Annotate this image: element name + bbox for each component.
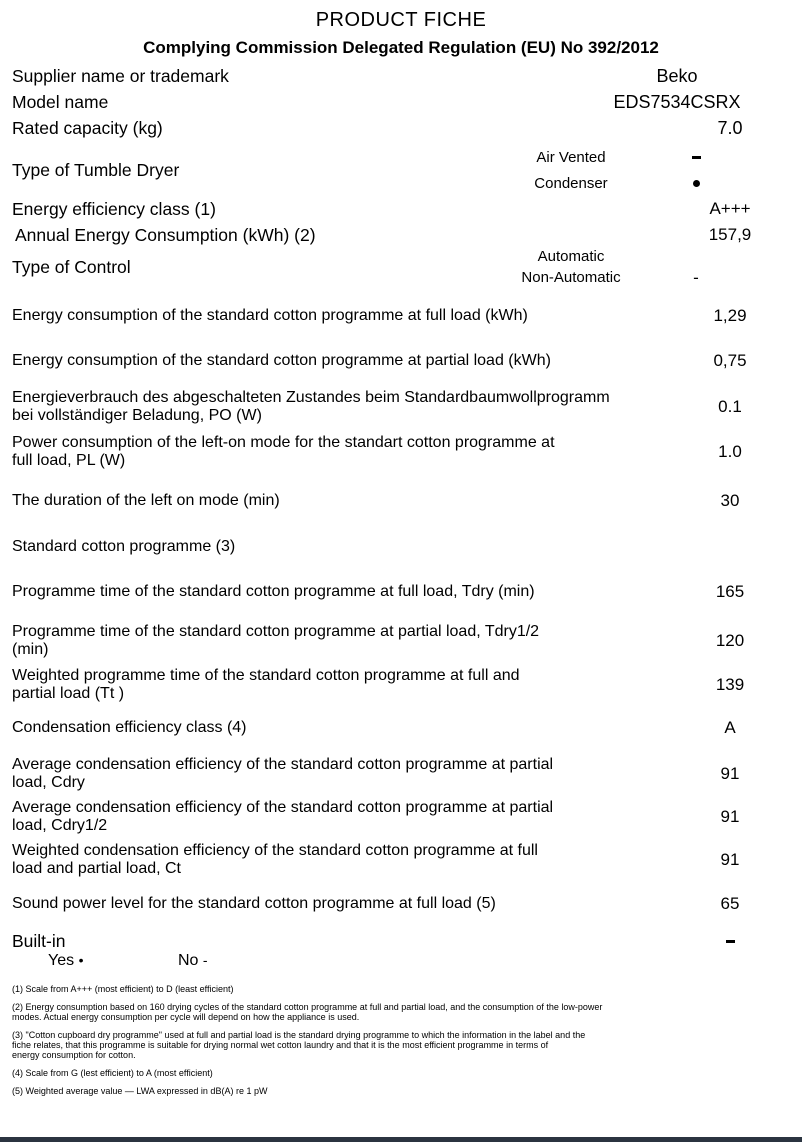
fiche-row-dryer-type: Type of Tumble Dryer Air Vented Condense…	[0, 144, 802, 196]
option-value: -	[693, 267, 699, 287]
dash-icon	[725, 940, 735, 944]
row-label: Type of Tumble Dryer	[12, 159, 180, 180]
option-label: Automatic	[537, 248, 605, 265]
fiche-row-model: Model name EDS7534CSRX	[0, 89, 802, 115]
product-fiche-page: PRODUCT FICHE Complying Commission Deleg…	[0, 9, 802, 1145]
control-non-automatic: Non-Automatic -	[476, 267, 802, 288]
row-label: Model name	[12, 92, 109, 112]
row-value: 157,9	[708, 225, 752, 244]
row-value: A+++	[709, 199, 751, 218]
fiche-row-supplier: Supplier name or trademark Beko	[0, 63, 802, 89]
row-value: 91	[720, 850, 740, 869]
footnote-2: (2) Energy consumption based on 160 dryi…	[12, 1002, 603, 1022]
option-label: Non-Automatic	[521, 269, 621, 286]
fiche-row-capacity: Rated capacity (kg) 7.0	[0, 115, 802, 141]
page-subtitle: Complying Commission Delegated Regulatio…	[143, 38, 659, 57]
row-label: Rated capacity (kg)	[12, 118, 163, 138]
fiche-row-energy-class: Energy efficiency class (1) A+++	[0, 196, 802, 222]
row-label: Energy efficiency class (1)	[12, 199, 216, 219]
fiche-row-annual-energy: Annual Energy Consumption (kWh) (2) 157,…	[0, 222, 802, 248]
row-label: Power consumption of the left-on mode fo…	[12, 434, 555, 469]
row-value: 1.0	[718, 442, 742, 461]
row-label: Energy consumption of the standard cotto…	[12, 352, 551, 369]
row-value: A	[724, 718, 736, 737]
row-value: 7.0	[717, 117, 743, 138]
row-label: Programme time of the standard cotton pr…	[12, 623, 540, 658]
row-value: 0,75	[713, 351, 747, 370]
bullet-icon	[692, 180, 700, 188]
fiche-row-cdry: Average condensation efficiency of the s…	[0, 754, 802, 794]
row-label: Standard cotton programme (3)	[12, 538, 236, 555]
row-label: Annual Energy Consumption (kWh) (2)	[15, 225, 316, 245]
row-value: Beko	[656, 65, 698, 86]
row-label: Programme time of the standard cotton pr…	[12, 583, 535, 600]
footer-bar	[0, 1137, 802, 1142]
row-value: 0.1	[718, 397, 742, 416]
control-automatic: Automatic	[476, 246, 802, 267]
option-label: Condenser	[534, 174, 608, 192]
row-label: Weighted programme time of the standard …	[12, 667, 520, 702]
fiche-row-cdry-half: Average condensation efficiency of the s…	[0, 797, 802, 837]
fiche-row-tdry: Programme time of the standard cotton pr…	[0, 579, 802, 605]
row-label: Condensation efficiency class (4)	[12, 719, 247, 736]
fiche-row-tt: Weighted programme time of the standard …	[0, 665, 802, 705]
fiche-row-condensation-class: Condensation efficiency class (4) A	[0, 715, 802, 741]
dash-icon	[691, 156, 701, 160]
row-value: 120	[715, 631, 745, 650]
row-value: 91	[720, 807, 740, 826]
row-label: Weighted condensation efficiency of the …	[12, 842, 538, 877]
row-value: EDS7534CSRX	[613, 91, 741, 112]
row-label: Supplier name or trademark	[12, 66, 229, 86]
footnote-5: (5) Weighted average value — LWA express…	[12, 1086, 268, 1096]
fiche-row-off-mode-power: Energieverbrauch des abgeschalteten Zust…	[0, 387, 802, 427]
row-label: Built-in	[12, 931, 66, 951]
row-label: Average condensation efficiency of the s…	[12, 799, 554, 834]
row-label: Type of Control	[12, 256, 131, 277]
row-value: 30	[720, 491, 740, 510]
fiche-row-standard-programme: Standard cotton programme (3)	[0, 534, 802, 560]
row-label: Average condensation efficiency of the s…	[12, 756, 554, 791]
fiche-row-left-on-power: Power consumption of the left-on mode fo…	[0, 432, 802, 472]
legend-yes-label: Yes	[48, 952, 75, 969]
fiche-row-built-in: Built-in	[0, 930, 802, 952]
footnote-4: (4) Scale from G (lest efficient) to A (…	[12, 1068, 213, 1078]
row-label: Sound power level for the standard cotto…	[12, 895, 496, 912]
fiche-table: Supplier name or trademark Beko Model na…	[0, 63, 802, 972]
footnote-3: (3) "Cotton cupboard dry programme" used…	[12, 1030, 586, 1060]
fiche-row-sound-power: Sound power level for the standard cotto…	[0, 891, 802, 917]
footnote-1: (1) Scale from A+++ (most efficient) to …	[12, 984, 234, 994]
footnotes: (1) Scale from A+++ (most efficient) to …	[0, 984, 802, 1096]
legend-no-label: No	[178, 952, 199, 969]
fiche-row-energy-full-load: Energy consumption of the standard cotto…	[0, 303, 802, 329]
row-value: 165	[715, 582, 745, 601]
row-value: 65	[720, 894, 740, 913]
yes-no-legend: Yes • No -	[0, 952, 802, 972]
fiche-row-ct: Weighted condensation efficiency of the …	[0, 840, 802, 880]
page-title: PRODUCT FICHE	[315, 9, 487, 31]
fiche-row-control: Type of Control Automatic Non-Automatic …	[0, 246, 802, 288]
legend-yes-mark: •	[78, 952, 84, 968]
fiche-row-energy-partial-load: Energy consumption of the standard cotto…	[0, 348, 802, 374]
dryer-type-condenser: Condenser	[476, 170, 802, 196]
row-label: The duration of the left on mode (min)	[12, 492, 280, 509]
fiche-row-left-on-duration: The duration of the left on mode (min) 3…	[0, 488, 802, 514]
row-label: Energieverbrauch des abgeschalteten Zust…	[12, 389, 610, 424]
legend-no-mark: -	[202, 952, 208, 968]
option-label: Air Vented	[536, 148, 606, 166]
row-value: 91	[720, 764, 740, 783]
row-value: 139	[715, 675, 745, 694]
fiche-row-tdry-half: Programme time of the standard cotton pr…	[0, 621, 802, 661]
row-label: Energy consumption of the standard cotto…	[12, 307, 528, 324]
row-value: 1,29	[713, 306, 747, 325]
dryer-type-air-vented: Air Vented	[476, 144, 802, 170]
